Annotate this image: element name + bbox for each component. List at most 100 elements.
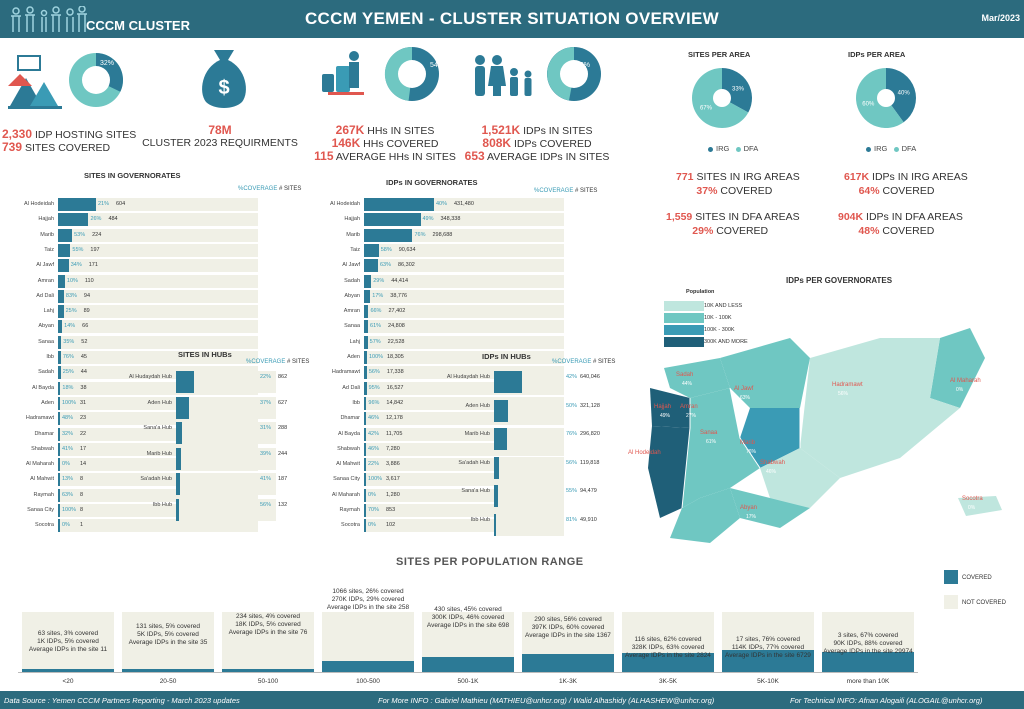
sites-donut (69, 52, 124, 107)
map-abyan (730, 488, 810, 528)
hhs-donut (384, 46, 439, 101)
bar-coverage-label: 13% (62, 476, 74, 483)
range-annotation-line: 1K IDPs, 5% covered (37, 638, 99, 645)
sites-col-header: # SITES (287, 359, 310, 365)
map-name-shabwah: Shabwah (760, 460, 786, 466)
bar-coverage-label: 55% (72, 246, 84, 253)
range-annotation-line: 290 sites, 56% covered (534, 616, 602, 623)
bar-label: Sana'a Hub (461, 488, 490, 494)
dfa-legend-label: DFA (901, 144, 917, 153)
bar-track (58, 335, 258, 349)
bar-value-label: 484 (108, 216, 118, 223)
bar-value-label: 296,820 (580, 431, 600, 437)
bar-value-label: 3,617 (386, 476, 400, 483)
dfa-legend-dot (735, 146, 741, 152)
range-annotation-line: 17 sites, 76% covered (736, 636, 800, 643)
bar-coverage-label: 10% (66, 277, 78, 284)
bar-label: Sanaa (344, 323, 360, 330)
bar-value-label: 31 (80, 399, 87, 406)
range-annotation: 17 sites, 76% covered 114K IDPs, 77% cove… (708, 636, 828, 660)
bar-track (364, 274, 564, 288)
bar-value-label: 431,480 (454, 201, 474, 207)
sites-hubs-headers: %COVERAGE # SITES (246, 359, 309, 365)
map-shabwah (760, 448, 840, 508)
bar-value-label: 17,338 (386, 369, 404, 376)
bar-coverage-label: 55% (566, 488, 578, 494)
bar-track (364, 289, 564, 303)
bar-value-label: 86,302 (398, 262, 415, 269)
bar-label: Ad Dali (342, 384, 360, 391)
sites-kpi-graphic (8, 52, 124, 109)
bar-coverage-label: 48% (62, 415, 74, 422)
bar-track (58, 213, 258, 227)
hhs-kpi-graphic (322, 46, 439, 101)
bar-coverage-label: 39% (260, 450, 272, 457)
bar-label: Abyan (344, 292, 360, 299)
footer-bar: Data Source : Yemen CCCM Partners Report… (0, 691, 1024, 709)
bar (58, 381, 61, 395)
bar-label: Sana'a Hub (143, 425, 172, 431)
bar (364, 243, 379, 257)
sites-total-label: IDP HOSTING SITES (34, 129, 137, 141)
range-bar (822, 651, 914, 672)
bar-track (58, 320, 258, 334)
sites-area-pie-hole (713, 89, 731, 107)
requirements-label: CLUSTER 2023 REQUIRMENTS (142, 137, 298, 149)
bar-value-label: 132 (278, 501, 288, 508)
bar-coverage-label: 35% (63, 338, 75, 345)
idps-dfa-pct-label: COVERED (882, 225, 935, 237)
bar-value-label: 94 (83, 292, 91, 299)
bar-label: Ibb (46, 354, 54, 360)
bar-track (58, 351, 258, 364)
bar-label: Ibb Hub (152, 501, 172, 508)
bar-track (176, 371, 276, 393)
range-baseline (18, 672, 918, 673)
range-annotation-line: 63 sites, 3% covered (37, 630, 99, 637)
bar-track (364, 228, 564, 242)
sites-col-header: # SITES (279, 186, 302, 192)
brand-name: CCCM CLUSTER (86, 18, 190, 33)
bar-coverage-label: 96% (368, 399, 380, 406)
bar-coverage-label: 66% (370, 308, 382, 315)
bar-label: Sa'adah Hub (458, 459, 490, 466)
page-title: CCCM YEMEN - CLUSTER SITUATION OVERVIEW (304, 9, 720, 28)
idps-dfa-label: IDPs IN DFA AREAS (866, 211, 963, 223)
bar-coverage-label: 100% (368, 476, 383, 483)
bar (176, 447, 182, 470)
bar-track (58, 243, 258, 257)
range-annotation-line: Average IDPs in the site 698 (426, 622, 510, 629)
bar-coverage-label: 100% (62, 399, 77, 406)
sites-dfa-label: SITES IN DFA AREAS (695, 211, 800, 223)
range-annotation-line: 18K IDPs, 5% covered (235, 621, 301, 628)
legend-text-3: 100K - 300K (704, 327, 735, 333)
bar-label: Sanaa City (27, 507, 54, 513)
bar-track (58, 259, 258, 273)
bar-coverage-label: 95% (368, 384, 380, 391)
legend-swatch-2 (664, 313, 704, 323)
bar (364, 381, 367, 395)
sites-kpi-text: 2,330 IDP HOSTING SITES 739 SITES COVERE… (2, 128, 136, 154)
bar-label: Lahj (43, 308, 54, 315)
bar-coverage-label: 18% (62, 384, 74, 391)
bar-coverage-label: 0% (62, 522, 70, 529)
idps-gov-title: IDPs IN GOVERNORATES (386, 178, 478, 187)
hhs-covered-label: HHs COVERED (363, 138, 439, 150)
bar-value-label: 16,527 (386, 384, 404, 391)
bar (364, 335, 368, 349)
range-annotation-line: Average IDPs in the site 2824 (625, 652, 711, 659)
bar-value-label: 604 (116, 201, 126, 207)
idps-donut-pct: 53% (576, 62, 591, 69)
irg-legend-label: IRG (874, 144, 888, 153)
map-pct-marib: 76% (746, 449, 757, 455)
bar-coverage-label: 46% (368, 415, 380, 422)
bar-label: Taiz (350, 246, 360, 253)
covered-legend-label: COVERED (962, 575, 992, 581)
bar-coverage-label: 41% (62, 445, 74, 452)
money-kpi-text: 78M CLUSTER 2023 REQUIRMENTS (140, 124, 300, 149)
bar-value-label: 27,402 (388, 308, 406, 315)
bar (494, 456, 500, 479)
map-hadramawt (800, 338, 960, 478)
bar-coverage-label: 0% (368, 522, 376, 529)
sites-covered-value: 739 (2, 140, 23, 154)
yemen-map (648, 328, 1002, 543)
